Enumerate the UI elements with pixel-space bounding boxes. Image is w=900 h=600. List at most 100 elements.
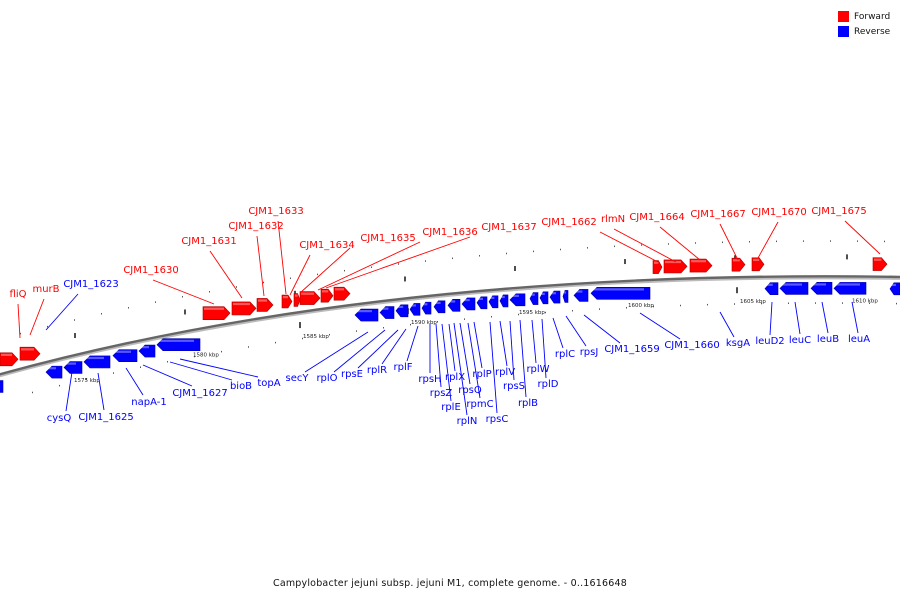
forward-gene-label: CJM1_1670 xyxy=(751,207,806,218)
reverse-gene-label: leuC xyxy=(789,335,811,346)
grid-dot xyxy=(869,302,870,305)
grid-dot xyxy=(47,325,48,328)
reverse-gene-label: rplC xyxy=(555,349,575,360)
gene-arrow-body xyxy=(488,295,499,309)
grid-dot xyxy=(815,302,816,304)
grid-dot xyxy=(884,240,885,243)
scale-tick-label: 1595 kbp xyxy=(519,310,545,316)
gene-arrow-highlight xyxy=(835,283,860,286)
gene-arrow-body xyxy=(0,352,19,367)
grid-dot xyxy=(560,248,561,251)
grid-dot xyxy=(761,302,762,305)
forward-label-leader xyxy=(317,241,421,291)
reverse-gene-arrow xyxy=(590,286,651,300)
reverse-gene-label: rplO xyxy=(316,373,337,384)
gene-arrow-highlight xyxy=(295,294,298,297)
forward-gene-label: CJM1_1675 xyxy=(811,206,866,217)
reverse-label-leader xyxy=(531,319,537,364)
reverse-gene-label: rplW xyxy=(526,364,549,375)
gene-arrow-body xyxy=(433,300,446,314)
reverse-label-leader xyxy=(821,301,829,334)
forward-gene-arrow xyxy=(0,352,19,367)
gene-arrow-highlight xyxy=(478,297,483,300)
grid-dot xyxy=(668,243,669,245)
grid-dot xyxy=(263,281,264,284)
gene-arrow-body xyxy=(872,257,888,271)
gene-arrow-body xyxy=(202,306,231,320)
scale-tick-label: 1610 kbp xyxy=(852,298,878,304)
reverse-label-leader xyxy=(169,361,233,381)
reverse-gene-arrow xyxy=(112,349,138,362)
genome-backbone xyxy=(0,275,900,378)
scale-tick-label: 1605 kbp xyxy=(740,299,766,305)
reverse-gene-label: CJM1_1659 xyxy=(604,344,659,355)
grid-dot xyxy=(464,318,465,320)
reverse-gene-arrow xyxy=(549,290,561,304)
gene-arrow-body xyxy=(354,308,379,322)
reverse-label-leader xyxy=(357,329,399,369)
gene-arrow-body xyxy=(499,294,509,308)
gene-arrow-highlight xyxy=(564,291,566,294)
reverse-genes xyxy=(0,282,900,393)
forward-gene-arrow xyxy=(202,306,231,320)
reverse-gene-arrow xyxy=(156,338,201,352)
reverse-gene-label: leuD2 xyxy=(755,336,784,347)
reverse-label-leader xyxy=(467,322,481,399)
grid-dot xyxy=(140,366,141,368)
reverse-gene-label: rpsJ xyxy=(580,347,599,358)
forward-genes xyxy=(0,257,888,367)
reverse-gene-label: rpsE xyxy=(341,369,363,380)
grid-dot xyxy=(236,286,237,288)
forward-label-leader xyxy=(29,298,45,336)
gene-arrow-body xyxy=(573,289,589,302)
grid-dot xyxy=(113,372,114,374)
gene-arrow-body xyxy=(281,294,293,309)
forward-gene-arrow xyxy=(19,346,41,361)
reverse-gene-arrow xyxy=(421,301,432,315)
gene-arrow-highlight xyxy=(397,305,404,309)
gene-arrow-body xyxy=(476,296,488,310)
grid-dot xyxy=(86,378,87,380)
gene-arrow-body xyxy=(333,286,351,301)
forward-label-leader xyxy=(613,228,677,263)
reverse-gene-label: CJM1_1627 xyxy=(172,388,227,399)
reverse-gene-arrow xyxy=(488,295,499,309)
grid-dot xyxy=(599,308,600,310)
reverse-label-leader xyxy=(794,301,801,335)
gene-arrow-highlight xyxy=(781,283,802,286)
reverse-label-leader xyxy=(381,328,407,365)
reverse-label-leader xyxy=(639,312,681,340)
reverse-labels: CJM1_1623 cysQ CJM1_1625 napA-1 CJM1_1627bio… xyxy=(45,279,870,427)
reverse-label-leader xyxy=(453,322,468,416)
gene-arrow-body xyxy=(779,282,809,295)
forward-gene-arrow xyxy=(731,257,746,272)
reverse-label-leader xyxy=(565,315,587,347)
gene-arrow-highlight xyxy=(665,260,681,264)
reverse-gene-label: rplV xyxy=(495,367,515,378)
gene-arrow-body xyxy=(764,282,779,295)
reverse-label-leader xyxy=(519,319,527,398)
reverse-gene-arrow xyxy=(833,282,867,295)
grid-dot xyxy=(830,240,831,242)
reverse-label-leader xyxy=(406,325,419,362)
grid-dot xyxy=(437,321,438,323)
forward-gene-arrow xyxy=(231,301,257,316)
gene-arrow-body xyxy=(562,290,569,303)
reverse-gene-arrow xyxy=(354,308,379,322)
forward-label-leader xyxy=(152,279,215,305)
reverse-gene-arrow xyxy=(461,297,476,311)
gene-arrow-highlight xyxy=(85,356,104,360)
reverse-gene-label: rplB xyxy=(518,398,538,409)
forward-label-leader xyxy=(757,221,779,259)
forward-gene-label: CJM1_1637 xyxy=(481,222,536,233)
reverse-gene-label: rplX xyxy=(445,372,465,383)
reverse-gene-arrow xyxy=(562,290,569,303)
reverse-color-swatch xyxy=(838,26,849,37)
reverse-label-leader xyxy=(333,329,386,373)
reverse-gene-label: leuA xyxy=(848,334,870,345)
reverse-gene-arrow xyxy=(395,304,409,318)
gene-arrow-body xyxy=(663,259,688,274)
reverse-gene-arrow xyxy=(63,361,83,374)
reverse-label-leader xyxy=(97,372,105,411)
grid-dot xyxy=(74,319,75,321)
